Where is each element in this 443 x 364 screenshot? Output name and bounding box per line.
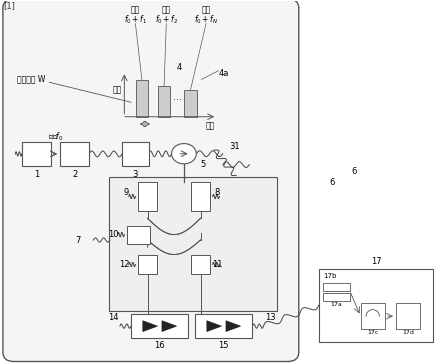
Bar	[158, 86, 170, 117]
Bar	[138, 254, 157, 274]
Text: 12: 12	[119, 260, 130, 269]
Bar	[361, 304, 385, 329]
Bar	[22, 142, 51, 166]
Bar	[195, 314, 253, 338]
Polygon shape	[226, 321, 241, 332]
Bar	[131, 314, 188, 338]
Text: 14: 14	[108, 313, 119, 321]
Text: $f_0+f_1$: $f_0+f_1$	[124, 13, 147, 26]
Bar	[323, 293, 350, 301]
Bar	[138, 182, 157, 211]
Text: 6: 6	[351, 167, 357, 175]
Text: 9: 9	[124, 189, 129, 197]
Text: $f_0+f_2$: $f_0+f_2$	[155, 13, 178, 26]
Polygon shape	[162, 321, 176, 332]
Text: 13: 13	[265, 313, 276, 321]
Text: ...: ...	[173, 92, 182, 102]
Polygon shape	[207, 321, 222, 332]
FancyBboxPatch shape	[109, 177, 277, 311]
Text: 时间: 时间	[206, 121, 215, 130]
Bar	[190, 182, 210, 211]
Text: 4a: 4a	[218, 69, 229, 78]
Text: [1]: [1]	[3, 1, 15, 11]
Bar	[184, 90, 197, 117]
Text: 频率: 频率	[131, 5, 140, 14]
Bar	[323, 283, 350, 291]
Text: 4: 4	[177, 63, 182, 72]
Text: 31: 31	[229, 142, 240, 151]
Bar	[136, 80, 148, 117]
Bar	[319, 269, 433, 341]
Text: 6: 6	[329, 178, 334, 187]
FancyBboxPatch shape	[3, 0, 299, 361]
Text: 16: 16	[154, 341, 165, 350]
Bar	[122, 142, 149, 166]
Text: 15: 15	[218, 341, 229, 350]
Text: 2: 2	[72, 170, 77, 179]
Text: 1: 1	[34, 170, 39, 179]
Bar	[396, 304, 420, 329]
Circle shape	[171, 143, 196, 164]
Text: 17b: 17b	[323, 273, 336, 279]
Text: 频率$f_0$: 频率$f_0$	[48, 130, 63, 143]
Bar	[190, 254, 210, 274]
Text: 强度: 强度	[113, 85, 122, 94]
Text: 7: 7	[75, 236, 81, 245]
Text: 3: 3	[133, 170, 138, 179]
Text: 17: 17	[371, 257, 381, 266]
Bar	[60, 142, 89, 166]
Polygon shape	[143, 321, 157, 332]
Text: 8: 8	[214, 189, 220, 197]
Text: 频率: 频率	[202, 5, 211, 14]
Text: 10: 10	[108, 230, 119, 239]
Text: 17d: 17d	[402, 330, 414, 335]
Bar	[127, 226, 150, 244]
Text: 5: 5	[201, 160, 206, 169]
Text: 频率: 频率	[162, 5, 171, 14]
Text: $f_0+f_N$: $f_0+f_N$	[194, 13, 218, 26]
Text: 17a: 17a	[330, 302, 342, 308]
Text: 11: 11	[212, 260, 222, 269]
Text: 17c: 17c	[367, 330, 378, 335]
Text: 脉冲宽度 W: 脉冲宽度 W	[17, 74, 46, 83]
